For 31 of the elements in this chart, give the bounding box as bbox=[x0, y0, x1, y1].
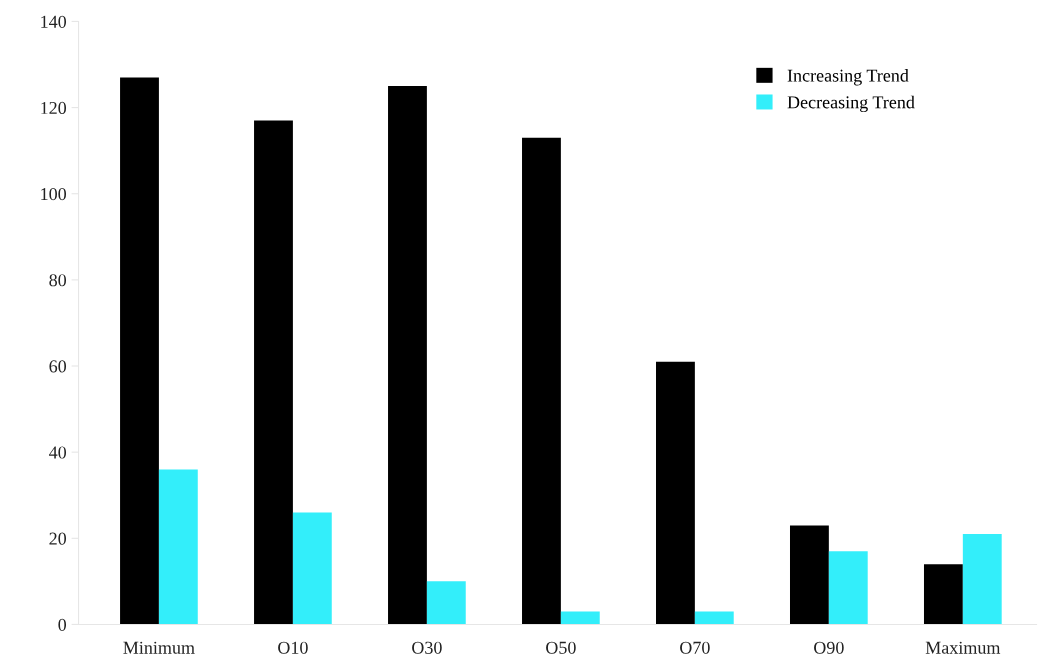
bar bbox=[962, 533, 1002, 625]
bar bbox=[789, 525, 829, 625]
x-tick-label: Minimum bbox=[123, 641, 195, 654]
bar bbox=[426, 581, 466, 625]
bar bbox=[292, 512, 332, 625]
legend-label: Increasing Trend bbox=[787, 69, 909, 86]
x-tick-label: O90 bbox=[814, 641, 844, 654]
legend-label: Decreasing Trend bbox=[787, 95, 915, 113]
x-tick-label: O30 bbox=[412, 641, 442, 654]
x-tick-label: Maximum bbox=[925, 641, 1001, 654]
bar bbox=[120, 77, 159, 625]
x-tick-label: O50 bbox=[546, 641, 576, 654]
bar bbox=[254, 120, 293, 625]
y-tick-label: 100 bbox=[41, 187, 67, 201]
y-tick-label: 20 bbox=[49, 532, 67, 545]
y-tick-label: 80 bbox=[49, 274, 67, 287]
x-tick-label: O70 bbox=[680, 641, 710, 654]
x-tick-label: O10 bbox=[278, 641, 308, 654]
bar bbox=[694, 611, 734, 625]
bar bbox=[522, 137, 561, 625]
y-tick-label: 140 bbox=[41, 15, 67, 28]
bar bbox=[388, 86, 427, 625]
bar bbox=[560, 611, 600, 625]
y-tick-label: 40 bbox=[49, 446, 67, 459]
bar bbox=[828, 551, 868, 625]
bar bbox=[923, 564, 963, 625]
bar bbox=[158, 469, 198, 625]
bar bbox=[656, 361, 695, 625]
y-tick-label: 0 bbox=[58, 618, 67, 631]
y-tick-label: 120 bbox=[41, 101, 67, 115]
y-tick-label: 60 bbox=[49, 360, 67, 373]
